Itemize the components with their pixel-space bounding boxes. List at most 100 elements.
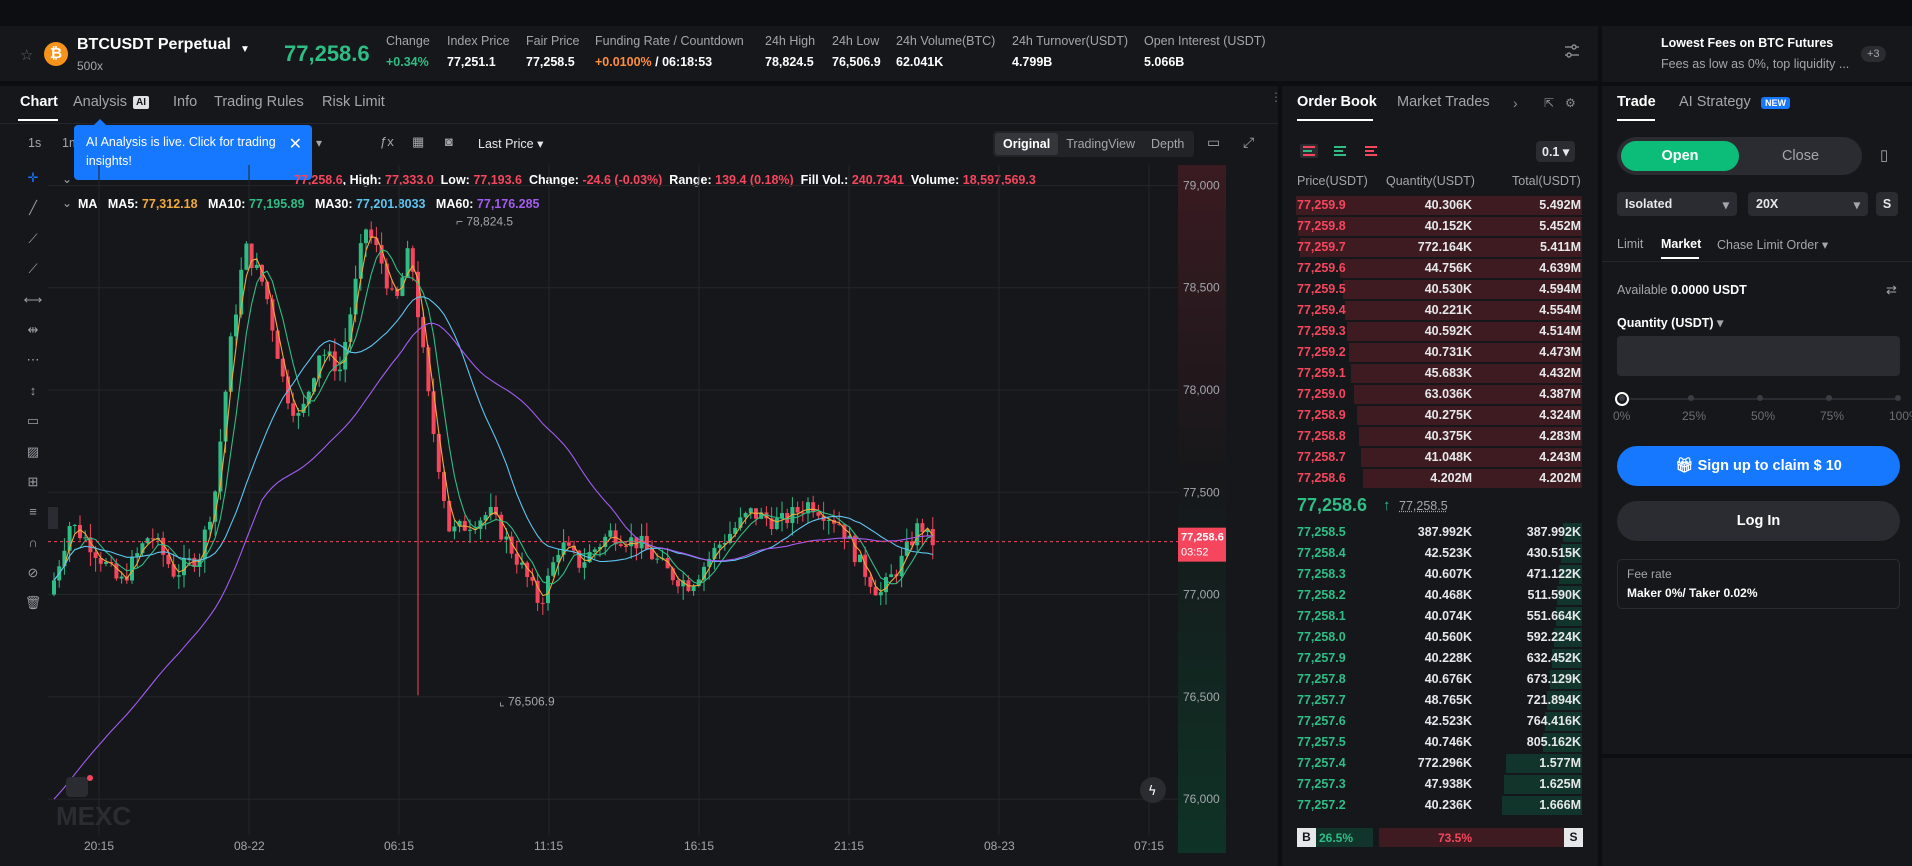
chevron-down-icon[interactable]: ▼ [240, 44, 250, 55]
ray-icon[interactable]: ⟋ [28, 230, 38, 246]
login-button[interactable]: Log In [1617, 501, 1900, 541]
tab-order-book[interactable]: Order Book [1297, 94, 1377, 110]
tab-trade[interactable]: Trade [1617, 94, 1656, 110]
window-icon[interactable]: ▭ [1207, 134, 1221, 150]
order-type-chase-limit[interactable]: Chase Limit Order ▾ [1717, 238, 1829, 252]
ma-collapse-icon[interactable]: ⌄ [62, 196, 73, 210]
orderbook-ask-row[interactable]: 77,259.5 40.530K 4.594M [1296, 279, 1582, 300]
vertical-arrow-icon[interactable]: ↕ [29, 382, 37, 398]
orderbook-bid-row[interactable]: 77,258.0 40.560K 592.224K [1296, 627, 1582, 648]
orderbook-ask-row[interactable]: 77,258.9 40.275K 4.324M [1296, 405, 1582, 426]
orderbook-bid-row[interactable]: 77,257.6 42.523K 764.416K [1296, 711, 1582, 732]
collapse-chevron-icon[interactable]: ⌄ [62, 172, 73, 186]
close-button[interactable]: Close [1781, 148, 1820, 164]
orderbook-bid-row[interactable]: 77,257.8 40.676K 673.129K [1296, 669, 1582, 690]
view-bids-icon[interactable] [1331, 143, 1349, 164]
leverage-select[interactable]: 20X ▾ [1748, 192, 1868, 216]
orderbook-ask-row[interactable]: 77,258.8 40.375K 4.283M [1296, 426, 1582, 447]
bolt-icon[interactable] [1140, 777, 1166, 803]
view-asks-icon[interactable] [1362, 143, 1380, 164]
orderbook-bid-row[interactable]: 77,258.4 42.523K 430.515K [1296, 543, 1582, 564]
slider-mark-label[interactable]: 100% [1889, 409, 1912, 423]
orderbook-ask-row[interactable]: 77,259.9 40.306K 5.492M [1296, 195, 1582, 216]
orderbook-ask-row[interactable]: 77,259.2 40.731K 4.473M [1296, 342, 1582, 363]
tab-trading-rules[interactable]: Trading Rules [214, 94, 304, 110]
chart-type-icon[interactable]: ▾ [316, 136, 323, 150]
slider-dot[interactable] [1895, 395, 1901, 401]
tab-ai-strategy[interactable]: AI Strategy [1679, 94, 1751, 110]
orderbook-bid-row[interactable]: 77,258.3 40.607K 471.122K [1296, 564, 1582, 585]
quantity-input[interactable] [1617, 336, 1900, 376]
transfer-icon[interactable]: ⇄ [1886, 282, 1897, 297]
magnet-icon[interactable]: ∩ [28, 534, 38, 550]
order-type-market[interactable]: Market [1661, 237, 1702, 251]
panel-handle-icon[interactable]: ⋮ [1270, 90, 1282, 104]
settings-sliders-icon[interactable] [1564, 43, 1580, 64]
trend-line-icon[interactable]: ╱ [29, 200, 37, 216]
s-button[interactable]: S [1876, 192, 1898, 216]
orderbook-settings-icon[interactable]: ⚙ [1565, 96, 1576, 110]
slider-dot[interactable] [1688, 395, 1694, 401]
slider-mark-label[interactable]: 25% [1682, 409, 1707, 423]
orderbook-bid-row[interactable]: 77,257.2 40.236K 1.666M [1296, 795, 1582, 816]
orderbook-ask-row[interactable]: 77,259.8 40.152K 5.452M [1296, 216, 1582, 237]
crosshair-icon[interactable]: ✛ [27, 170, 39, 185]
fullscreen-icon[interactable]: ⤢ [1243, 134, 1255, 150]
orderbook-ask-row[interactable]: 77,259.7 772.164K 5.411M [1296, 237, 1582, 258]
tab-market-trades[interactable]: Market Trades [1397, 94, 1490, 110]
slider-mark-label[interactable]: 50% [1751, 409, 1776, 423]
orderbook-bid-row[interactable]: 77,257.4 772.296K 1.577M [1296, 753, 1582, 774]
indicator-fx-icon[interactable]: ƒx [380, 134, 394, 149]
tab-risk-limit[interactable]: Risk Limit [322, 94, 385, 110]
orderbook-ask-row[interactable]: 77,259.3 40.592K 4.514M [1296, 321, 1582, 342]
tab-info[interactable]: Info [173, 94, 198, 110]
symbol-name[interactable]: BTCUSDT Perpetual [77, 36, 231, 53]
orderbook-ask-row[interactable]: 77,259.1 45.683K 4.432M [1296, 363, 1582, 384]
view-depth[interactable]: Depth [1151, 137, 1185, 151]
orderbook-ask-row[interactable]: 77,258.7 41.048K 4.243M [1296, 447, 1582, 468]
chevron-right-icon[interactable]: › [1513, 95, 1518, 111]
orderbook-bid-row[interactable]: 77,257.9 40.228K 632.452K [1296, 648, 1582, 669]
favorite-star-icon[interactable]: ☆ [20, 47, 34, 64]
fib-icon[interactable]: ▨ [26, 443, 40, 459]
view-both-icon[interactable] [1300, 143, 1318, 164]
ai-analysis-tooltip[interactable]: AI Analysis is live. Click for trading i… [74, 119, 312, 180]
tab-chart[interactable]: Chart [20, 94, 58, 110]
view-tradingview[interactable]: TradingView [1066, 137, 1136, 151]
promo-count-badge[interactable]: +3 [1861, 46, 1886, 62]
extended-line-icon[interactable]: ⟋ [28, 261, 38, 277]
slider-dot[interactable] [1757, 395, 1763, 401]
orderbook-ask-row[interactable]: 77,259.4 40.221K 4.554M [1296, 300, 1582, 321]
layout-grid-icon[interactable]: ▦ [412, 134, 425, 149]
calculator-icon[interactable]: ▯ [1880, 147, 1889, 164]
price-source-select[interactable]: Last Price ▾ [478, 137, 544, 151]
ruler-icon[interactable]: ▭ [26, 413, 40, 429]
orderbook-bid-row[interactable]: 77,258.1 40.074K 551.664K [1296, 606, 1582, 627]
margin-mode-select[interactable]: Isolated ▾ [1617, 192, 1737, 216]
quantity-label[interactable]: Quantity (USDT) ▾ [1617, 316, 1724, 330]
indicator-panel-icon[interactable] [66, 777, 88, 797]
open-button[interactable]: Open [1621, 141, 1739, 171]
orderbook-bid-row[interactable]: 77,258.2 40.468K 511.590K [1296, 585, 1582, 606]
slider-mark-label[interactable]: 0% [1613, 409, 1631, 423]
text-icon[interactable]: ≡ [29, 504, 37, 520]
orderbook-ask-row[interactable]: 77,259.6 44.756K 4.639M [1296, 258, 1582, 279]
trash-icon[interactable]: 🗑︎ [24, 595, 42, 611]
hide-icon[interactable]: ⊘ [27, 565, 39, 581]
scroll-left-icon[interactable] [48, 507, 58, 529]
view-original[interactable]: Original [995, 133, 1059, 155]
horizontal-line-icon[interactable]: ⟷ [23, 291, 43, 307]
orderbook-bid-row[interactable]: 77,257.5 40.746K 805.162K [1296, 732, 1582, 753]
path-icon[interactable]: ⋯ [26, 352, 40, 368]
slider-mark-label[interactable]: 75% [1820, 409, 1845, 423]
price-range-icon[interactable]: ⇹ [27, 321, 39, 337]
orderbook-ask-row[interactable]: 77,258.6 4.202M 4.202M [1296, 468, 1582, 489]
tab-analysis[interactable]: Analysis [73, 94, 127, 110]
slider-dot[interactable] [1826, 395, 1832, 401]
promo-banner[interactable]: Lowest Fees on BTC Futures Fees as low a… [1602, 26, 1912, 82]
signup-button[interactable]: 🎁︎ Sign up to claim $ 10 [1617, 446, 1900, 486]
slider-dot[interactable] [1619, 395, 1625, 401]
precision-select[interactable]: 0.1 ▾ [1536, 141, 1576, 162]
order-type-limit[interactable]: Limit [1617, 237, 1644, 251]
close-icon[interactable]: ✕ [288, 136, 302, 153]
